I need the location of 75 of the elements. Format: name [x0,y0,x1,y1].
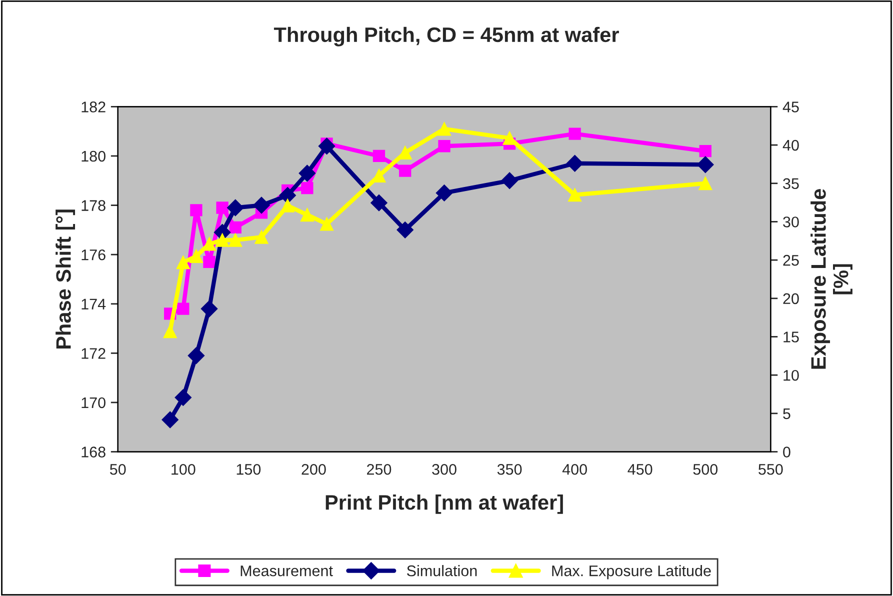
point [370,194,388,212]
y2-tick-label: 15 [784,332,799,342]
point [438,122,452,136]
point [228,233,242,247]
y2-tick-label: 25 [783,254,799,266]
point [216,233,230,247]
point [502,131,516,145]
y2-axis-title: Exposure Latitude [%] [810,189,852,369]
point [254,230,268,244]
chart-title: Through Pitch, CD = 45nm at wafer [274,26,619,46]
x-tick-label: 100 [172,464,196,475]
x-tick-label: 150 [236,464,261,475]
point [568,128,581,140]
point [436,184,453,202]
y-tick-label: 180 [82,150,106,162]
x-tick-label: 50 [110,464,126,475]
y2-tick-label: 5 [783,408,790,420]
point [698,176,712,190]
x-tick-label: 250 [367,464,392,475]
point [189,249,203,263]
point [298,164,316,182]
point [438,140,450,152]
y-tick-label: 182 [82,102,106,112]
y-tick-label: 170 [82,397,106,408]
point [227,199,244,216]
x-tick-label: 400 [562,464,587,475]
x-tick-label: 200 [302,464,326,475]
x-tick-label: 350 [497,464,522,475]
point [280,198,294,212]
y-axis-title: Phase Shift [°] [56,210,76,349]
point [372,150,386,162]
x-axis-title: Print Pitch [nm at wafer] [326,494,563,514]
point [190,204,202,216]
y2-tick-label: 30 [783,216,799,228]
y2-tick-label: 10 [784,370,799,381]
point [320,217,334,231]
point [318,138,336,154]
y-tick-label: 172 [82,348,106,359]
point [501,172,518,190]
point [399,164,412,177]
point [300,208,314,222]
y2-tick-label: 20 [783,293,799,304]
point [176,256,190,270]
point [697,156,714,173]
y2-tick-label: 40 [782,140,799,151]
point [163,324,177,338]
legend-label: Measurement [240,566,333,576]
point [162,411,178,428]
legend-label: Simulation [407,565,477,576]
y-tick-label: 174 [82,298,106,310]
y-tick-label: 176 [82,249,106,260]
x-tick-label: 500 [693,464,718,475]
y-tick-label: 168 [82,446,106,458]
y-tick-label: 178 [82,200,106,211]
y2-tick-label: 35 [783,178,799,190]
point [177,302,190,315]
y2-tick-label: 45 [782,102,799,112]
point [699,144,712,158]
y2-tick-label: 0 [783,446,790,458]
x-tick-label: 550 [758,464,783,475]
x-tick-label: 450 [628,464,652,475]
point [188,347,205,364]
point [216,202,228,214]
point [253,196,270,214]
point [301,182,314,194]
point [568,188,582,202]
point [396,222,414,238]
point [279,187,296,204]
x-tick-label: 300 [432,464,456,475]
point [566,155,584,172]
legend-label: Max. Exposure Latitude [552,565,711,580]
point [174,389,192,406]
point [200,300,218,318]
point [203,256,216,268]
point [229,221,242,234]
